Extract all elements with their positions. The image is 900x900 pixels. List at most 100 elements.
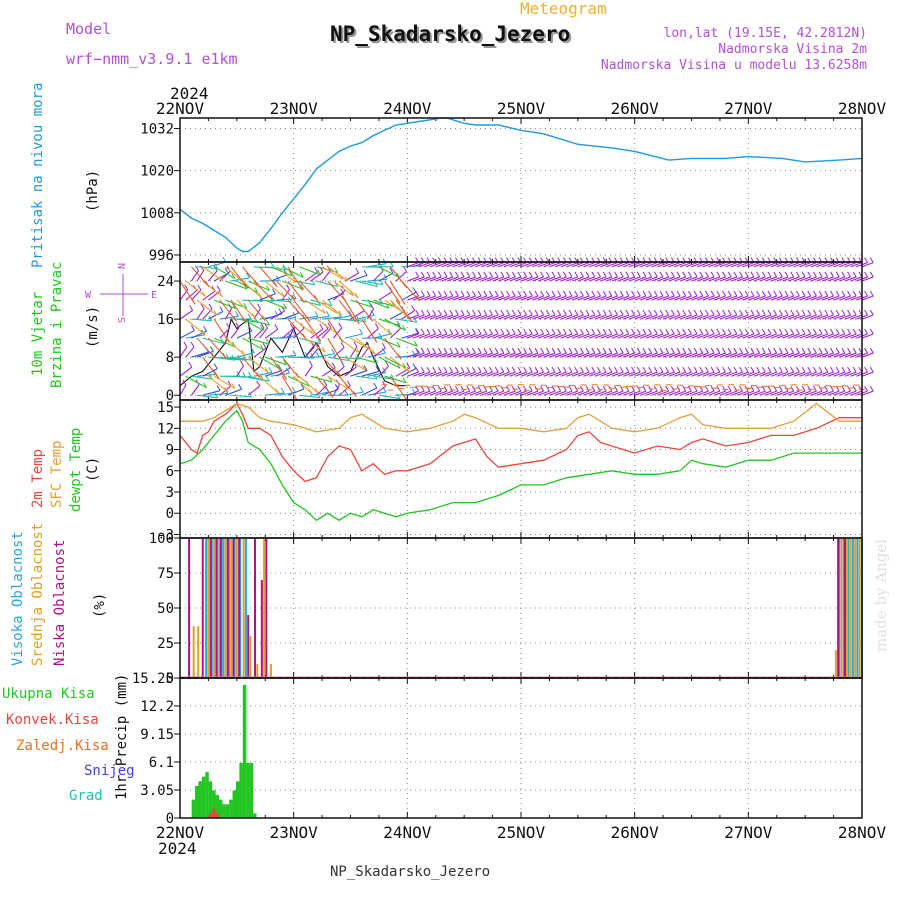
- wind-barb: [714, 390, 726, 396]
- precip-legend-item: Zaledj.Kisa: [16, 738, 109, 754]
- wind-barb-feather: [665, 309, 670, 316]
- wind-barb: [481, 314, 493, 320]
- wind-barb-feather: [614, 309, 618, 316]
- wind-barb: [333, 280, 354, 297]
- wind-barb: [509, 390, 522, 396]
- wind-barb: [850, 333, 863, 339]
- wind-barb: [452, 371, 465, 377]
- wind-barb: [702, 333, 715, 339]
- wind-barb: [503, 276, 516, 282]
- wind-barb-feather: [801, 385, 806, 392]
- wind-barb-feather: [523, 290, 528, 297]
- wind-barb: [327, 375, 349, 390]
- wind-barb: [230, 327, 240, 339]
- wind-barb-feather: [705, 385, 709, 392]
- wind-barb: [645, 276, 658, 282]
- wind-barb-feather: [824, 271, 829, 278]
- wind-barb: [566, 314, 578, 320]
- wind-barb-feather: [449, 347, 454, 354]
- wind-barb-feather: [432, 290, 437, 297]
- wind-barb-feather: [329, 392, 334, 398]
- wind-barb-feather: [744, 290, 749, 297]
- wind-barb-feather: [477, 290, 482, 297]
- wind-barb: [378, 365, 389, 377]
- wind-barb: [492, 390, 505, 396]
- wind-barb: [435, 371, 448, 377]
- wind-barb-feather: [773, 366, 778, 373]
- wind-barb: [389, 266, 408, 289]
- wind-barb-feather: [222, 352, 227, 359]
- wind-barb: [498, 333, 510, 339]
- wind-barb-feather: [818, 309, 823, 316]
- wind-barb-feather: [648, 271, 653, 278]
- time-label-top: 24NOV: [383, 99, 432, 118]
- wind-barb: [418, 352, 431, 358]
- wind-barb-feather: [317, 269, 322, 276]
- wind-barb-feather: [574, 290, 579, 297]
- wind-barb: [435, 295, 448, 301]
- wind-barb: [441, 371, 453, 377]
- wind-barb: [816, 390, 828, 396]
- temp-ylabel2: SFC Temp: [49, 441, 65, 508]
- wind-barb-feather: [778, 328, 783, 335]
- wind-barb-feather: [568, 271, 573, 278]
- wind-barb: [827, 276, 840, 282]
- wind-barb: [691, 262, 703, 268]
- wind-barb: [446, 390, 459, 396]
- wind-barb: [560, 371, 573, 377]
- wind-barb: [822, 371, 834, 377]
- wind-barb-feather: [682, 328, 687, 335]
- wind-barb-feather: [739, 328, 743, 335]
- wind-barb: [503, 333, 516, 339]
- wind-barb-feather: [778, 385, 783, 392]
- wind-barb-feather: [693, 290, 698, 297]
- wind-barb: [185, 318, 206, 336]
- wind-barb-feather: [489, 309, 493, 316]
- wind-barb: [463, 371, 476, 377]
- wind-barb-feather: [375, 366, 380, 372]
- wind-barb: [816, 295, 828, 301]
- wind-barb-feather: [784, 347, 789, 354]
- wind-barb-feather: [477, 385, 482, 392]
- wind-barb-feather: [246, 272, 250, 279]
- wind-barb: [725, 390, 738, 396]
- wind-barb-feather: [437, 328, 442, 335]
- wind-barb-feather: [415, 366, 420, 373]
- wind-barb-feather: [614, 328, 618, 335]
- wind-barb: [748, 371, 760, 377]
- wind-barb: [282, 266, 304, 278]
- wind-barb-feather: [331, 362, 336, 369]
- wind-barb: [668, 314, 681, 320]
- wind-barb: [611, 295, 624, 301]
- wind-barb-feather: [374, 357, 378, 364]
- wind-barb-feather: [818, 347, 823, 354]
- wind-barb: [310, 375, 333, 383]
- wind-barb: [537, 295, 550, 301]
- wind-barb: [611, 390, 624, 396]
- wind-barb-feather: [625, 290, 630, 297]
- wind-barb: [725, 352, 738, 358]
- wind-barb-feather: [276, 363, 281, 370]
- wind-barb-feather: [403, 282, 408, 289]
- wind-barb-feather: [211, 352, 216, 359]
- precip-bar: [218, 799, 223, 818]
- wind-barb: [782, 352, 794, 358]
- wind-barb: [640, 295, 652, 301]
- wind-barb-feather: [460, 328, 465, 335]
- wind-barb-feather: [528, 290, 533, 297]
- wind-barb-feather: [608, 328, 613, 335]
- wind-barb: [844, 276, 857, 282]
- wind-barb: [242, 299, 263, 302]
- wind-barb: [492, 352, 505, 358]
- wind-ylabel: 10m Vjetar: [30, 292, 46, 376]
- wind-barb: [702, 390, 715, 396]
- wind-barb: [566, 371, 578, 377]
- time-label-bottom: 23NOV: [270, 823, 319, 842]
- wind-barb-feather: [523, 271, 528, 278]
- wind-barb: [731, 352, 743, 358]
- wind-barb: [577, 276, 590, 282]
- wind-barb-feather: [283, 303, 287, 309]
- time-label-bottom: 28NOV: [838, 823, 887, 842]
